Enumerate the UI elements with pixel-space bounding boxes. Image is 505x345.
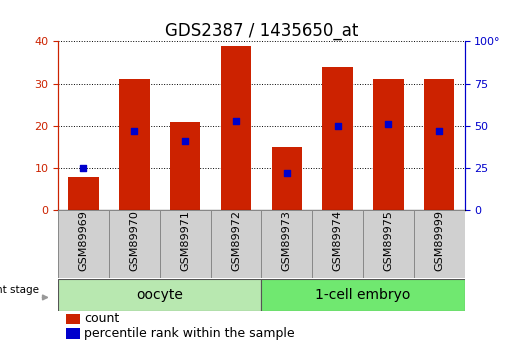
Text: GSM89972: GSM89972	[231, 210, 241, 271]
Bar	[414, 210, 465, 278]
Bar	[58, 279, 262, 311]
Bar	[272, 147, 302, 210]
Bar	[373, 79, 403, 210]
Text: development stage: development stage	[0, 285, 39, 295]
Point	[435, 128, 443, 134]
Text: GSM89999: GSM89999	[434, 210, 444, 271]
Text: 1-cell embryo: 1-cell embryo	[315, 288, 411, 302]
Bar	[363, 210, 414, 278]
Bar	[221, 46, 251, 210]
Title: GDS2387 / 1435650_at: GDS2387 / 1435650_at	[165, 22, 358, 40]
Bar	[322, 67, 353, 210]
Bar	[312, 210, 363, 278]
Text: GSM89973: GSM89973	[282, 210, 292, 271]
Bar	[58, 210, 109, 278]
Bar	[109, 210, 160, 278]
Point	[232, 118, 240, 124]
Point	[333, 123, 341, 129]
Text: GSM89970: GSM89970	[129, 210, 139, 271]
Bar	[66, 314, 80, 324]
Point	[79, 166, 87, 171]
Bar	[68, 177, 99, 210]
Text: percentile rank within the sample: percentile rank within the sample	[84, 327, 295, 340]
Text: GSM89971: GSM89971	[180, 210, 190, 271]
Bar	[66, 328, 80, 339]
Text: GSM89975: GSM89975	[383, 210, 393, 271]
Point	[181, 138, 189, 144]
Bar	[160, 210, 211, 278]
Point	[130, 128, 138, 134]
Text: count: count	[84, 312, 120, 325]
Point	[283, 170, 291, 176]
Bar	[424, 79, 454, 210]
Text: GSM89974: GSM89974	[333, 210, 342, 271]
Bar	[170, 122, 200, 210]
Bar	[211, 210, 262, 278]
Text: GSM89969: GSM89969	[78, 210, 88, 271]
Text: oocyte: oocyte	[136, 288, 183, 302]
Bar	[119, 79, 149, 210]
Bar	[262, 210, 312, 278]
Point	[384, 121, 392, 127]
Bar	[262, 279, 465, 311]
